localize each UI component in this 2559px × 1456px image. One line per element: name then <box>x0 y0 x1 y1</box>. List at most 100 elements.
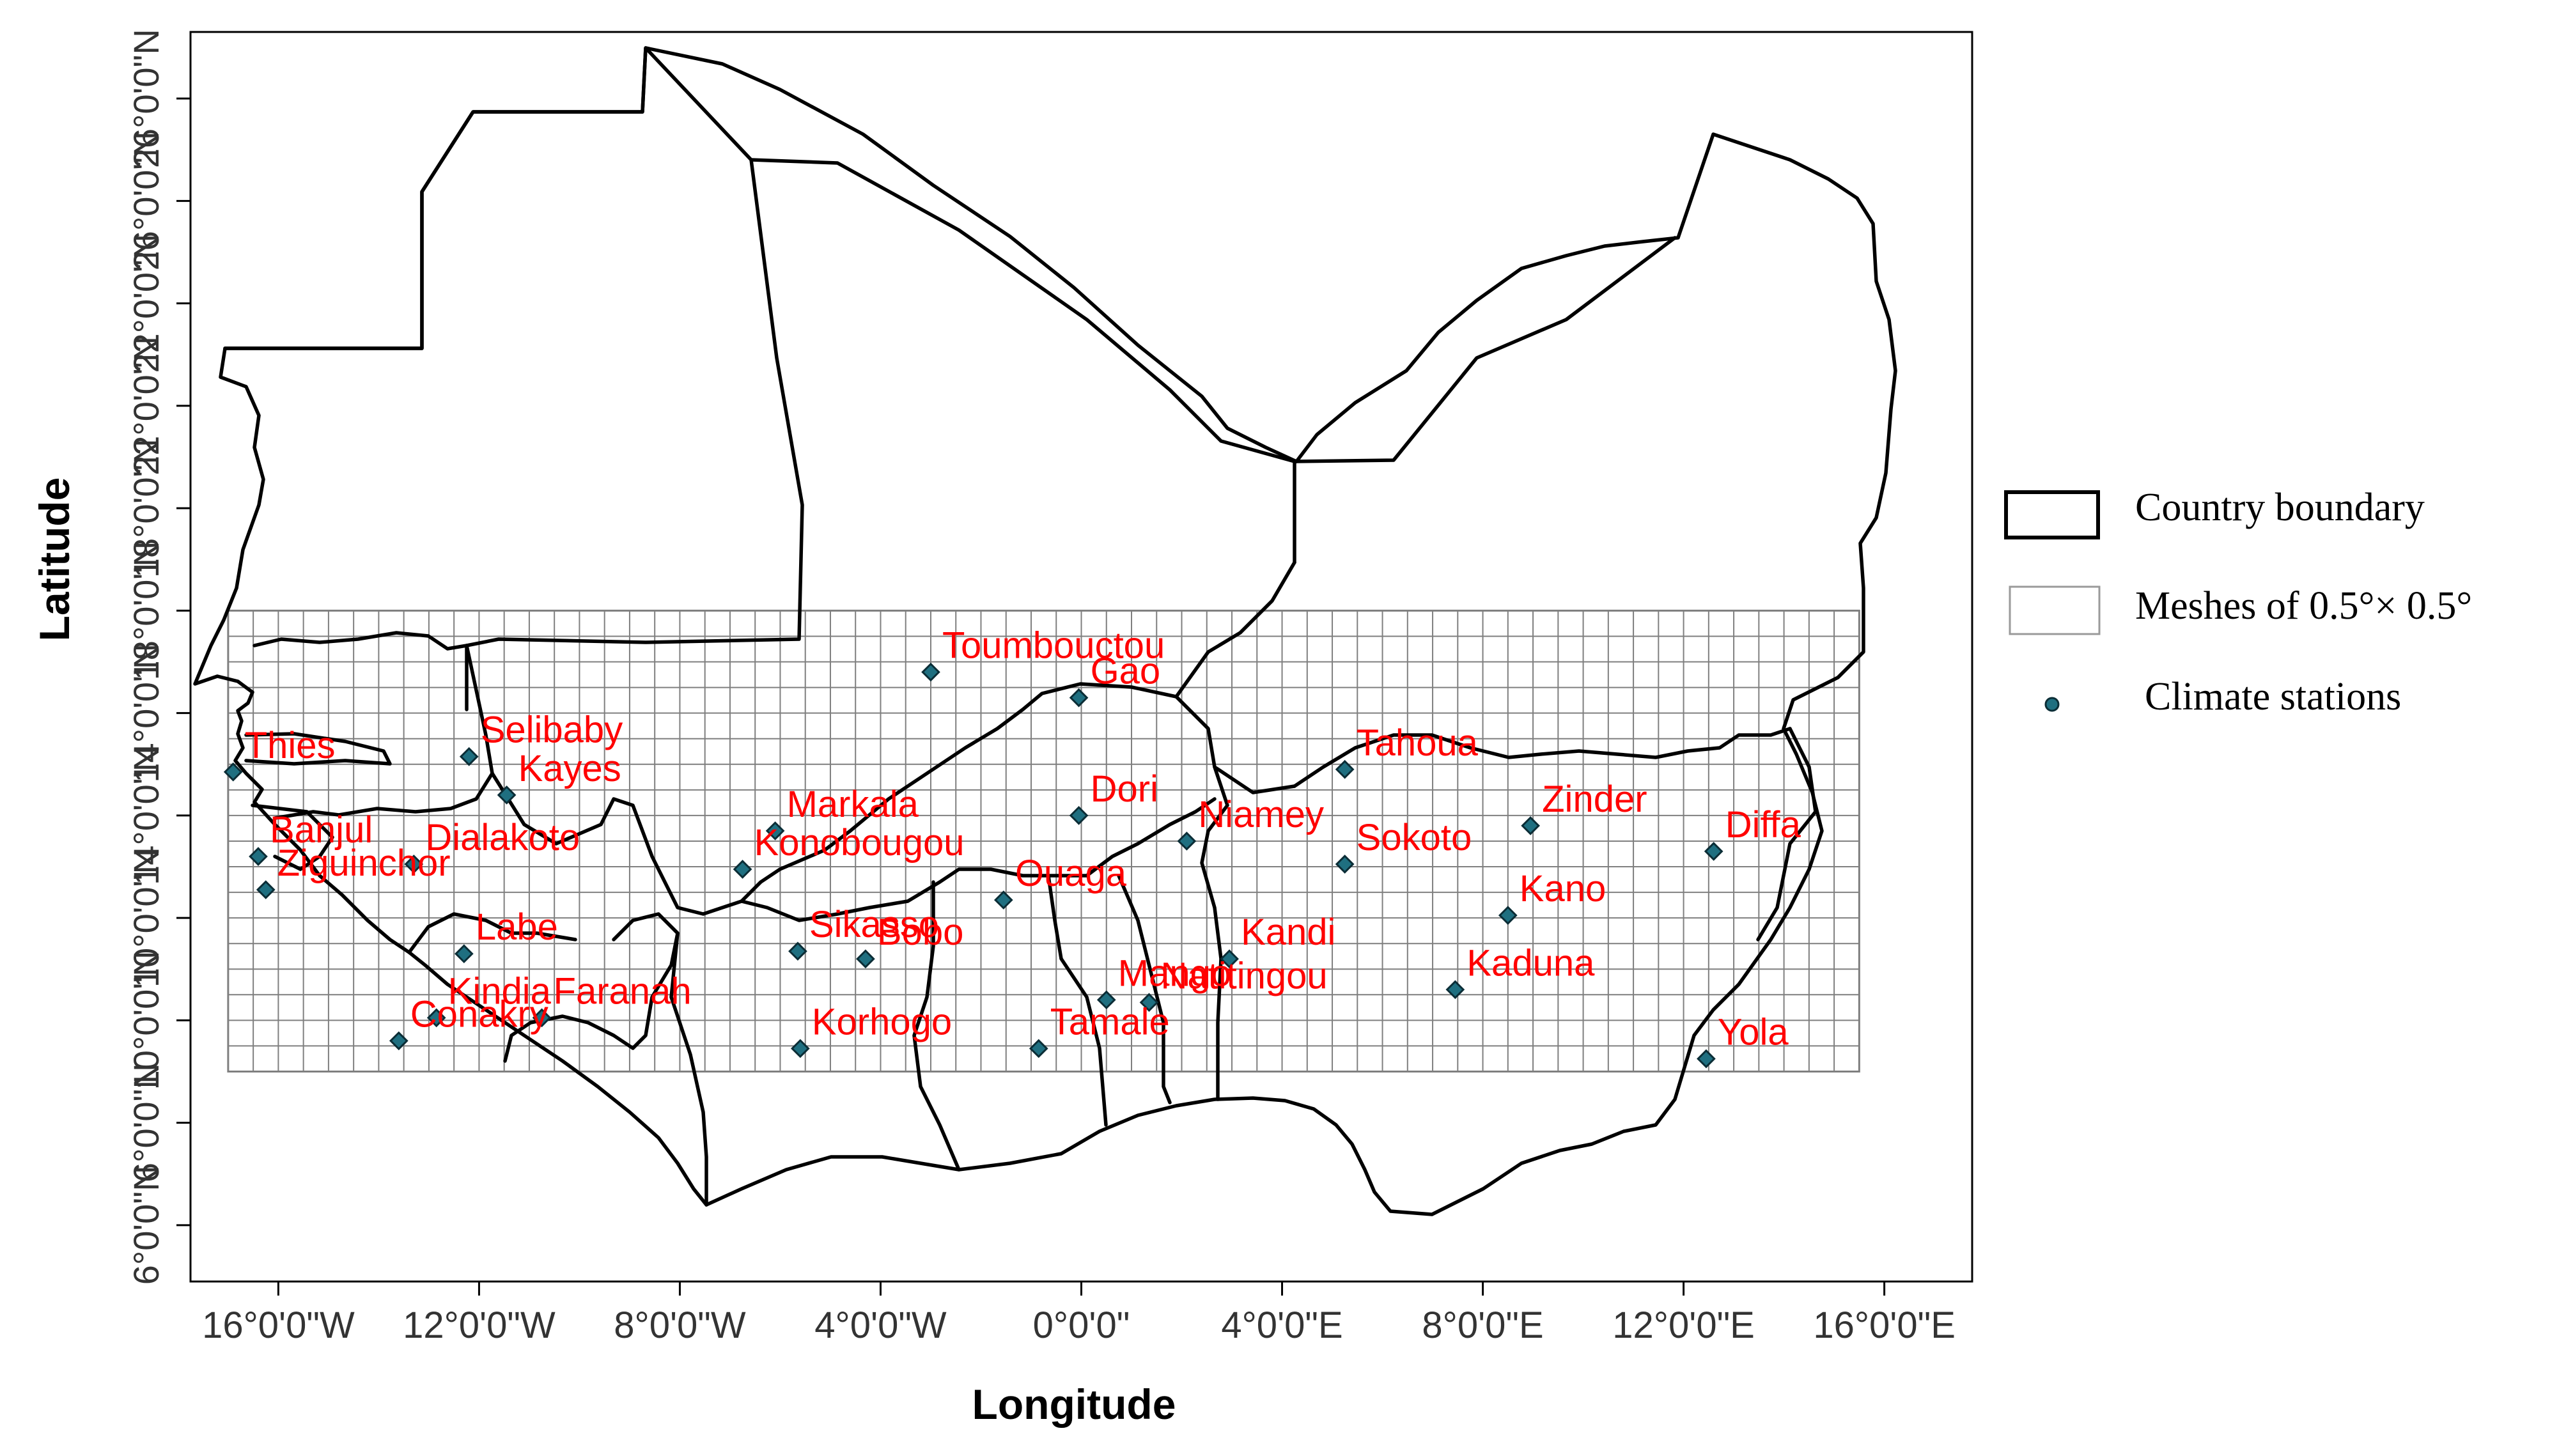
station-label: Sikasso <box>809 904 939 945</box>
station-kayes: Kayes <box>497 748 621 805</box>
station-point <box>1521 816 1540 835</box>
y-tick-label: 22°0'0"N <box>126 234 166 373</box>
station-label: Bobo <box>877 911 963 953</box>
x-tick-label: 16°0'0"W <box>202 1305 355 1346</box>
station-point <box>532 1008 552 1028</box>
station-point <box>497 785 517 805</box>
station-label: Faranah <box>554 970 692 1012</box>
region-outline <box>193 46 1897 1216</box>
y-tick-label: 14°0'0"N <box>126 644 166 783</box>
station-label: Thies <box>245 725 336 766</box>
station-natitingou: Natitingou <box>1139 955 1328 1012</box>
y-tick-label: 26°0'0"N <box>126 131 166 270</box>
legend-swatch-mesh <box>2009 585 2101 635</box>
border-mali-burkina <box>778 682 1296 871</box>
border-nigeria-cameroon <box>1756 727 1817 941</box>
station-point <box>1697 1049 1716 1069</box>
station-sokoto: Sokoto <box>1335 817 1472 874</box>
border-gambia <box>244 732 392 766</box>
station-point <box>1445 980 1465 1000</box>
station-zinder: Zinder <box>1521 778 1647 835</box>
station-label: Banjul <box>270 809 373 851</box>
station-point <box>788 941 807 961</box>
station-label: Kindia <box>448 970 552 1012</box>
legend-label-mesh: Meshes of 0.5°× 0.5° <box>2135 584 2472 628</box>
station-ouaga: Ouaga <box>993 853 1127 910</box>
station-label: Sokoto <box>1357 817 1472 858</box>
station-label: Tahoua <box>1357 722 1479 764</box>
station-point <box>1704 842 1723 861</box>
x-tick-label: 12°0'0"W <box>403 1305 556 1346</box>
x-tick-label: 8°0'0"E <box>1422 1305 1543 1346</box>
station-yola: Yola <box>1697 1011 1789 1069</box>
border-ivory-coast-west <box>669 931 708 1207</box>
x-axis-title: Longitude <box>972 1381 1176 1428</box>
station-point <box>765 821 785 840</box>
station-point <box>856 949 875 969</box>
station-kindia: Kindia <box>426 970 552 1028</box>
station-label: Tamale <box>1050 1001 1170 1042</box>
station-label: Dori <box>1091 768 1158 810</box>
station-label: Konobougou <box>754 822 965 864</box>
y-tick-label: 10°0'0"N <box>126 848 166 987</box>
station-label: Markala <box>787 784 919 825</box>
station-gao: Gao <box>1069 651 1161 708</box>
station-markala: Markala <box>765 784 919 840</box>
station-label: Yola <box>1718 1011 1789 1053</box>
x-tick-label: 12°0'0"E <box>1612 1305 1755 1346</box>
station-toumbouctou: Toumbouctou <box>921 625 1165 682</box>
station-kaduna: Kaduna <box>1445 942 1595 1000</box>
station-point <box>1498 906 1518 925</box>
x-axis: 16°0'0"W 12°0'0"W 8°0'0"W 4°0'0"W 0°0'0" 4°0'… <box>202 1282 1956 1346</box>
y-tick-label: 14°0'0"N <box>126 746 166 885</box>
station-point <box>1139 993 1159 1012</box>
station-diffa: Diffa <box>1704 804 1801 861</box>
station-dialakoto: Dialakoto <box>404 817 580 874</box>
station-dori: Dori <box>1069 768 1158 825</box>
border-mauritania-senegal <box>253 631 469 651</box>
station-niamey: Niamey <box>1177 794 1324 851</box>
station-label: Kaduna <box>1466 942 1595 984</box>
legend-label-country-boundary: Country boundary <box>2135 486 2425 529</box>
station-label: Toumbouctou <box>942 625 1165 667</box>
border-senegal-mali <box>273 644 494 820</box>
border-liberia <box>503 912 680 1063</box>
y-tick-label: 18°0'0"N <box>126 438 166 578</box>
border-mauritania-west <box>223 46 753 350</box>
y-tick-label: 6°0'0"N <box>126 1063 166 1182</box>
station-label: Kano <box>1520 868 1606 910</box>
station-tahoua: Tahoua <box>1335 722 1479 779</box>
station-ziguinchor: Ziguinchor <box>256 842 451 899</box>
station-point <box>1069 806 1089 825</box>
station-label: Ziguinchor <box>277 842 451 884</box>
legend-label-station: Climate stations <box>2145 675 2401 718</box>
station-kandi: Kandi <box>1220 911 1335 969</box>
station-konobougou: Konobougou <box>733 822 965 879</box>
station-point <box>1096 990 1116 1010</box>
station-sikasso: Sikasso <box>788 904 939 961</box>
border-niger-nigeria <box>1293 727 1792 788</box>
border-ghana <box>912 880 961 1172</box>
station-mango: Mango <box>1096 952 1231 1010</box>
x-tick-label: 4°0'0"E <box>1221 1305 1342 1346</box>
legend-swatch-station <box>2044 697 2060 712</box>
station-label: Niamey <box>1198 794 1324 835</box>
station-point <box>249 847 268 866</box>
border-ghana-togo <box>1046 874 1108 1127</box>
y-axis-title: Latitude <box>31 477 78 642</box>
station-label: Diffa <box>1725 804 1801 846</box>
station-point <box>223 762 243 782</box>
border-niger-mali <box>1174 561 1296 699</box>
station-point <box>733 860 752 879</box>
station-label: Natitingou <box>1160 955 1327 996</box>
station-label: Dialakoto <box>425 817 580 858</box>
country-boundaries <box>193 46 1897 1216</box>
station-label: Korhogo <box>812 1001 952 1042</box>
station-label: Gao <box>1091 651 1161 692</box>
station-point <box>459 747 479 766</box>
station-point <box>426 1008 446 1028</box>
station-point <box>404 855 424 874</box>
station-label: Kandi <box>1241 911 1335 953</box>
